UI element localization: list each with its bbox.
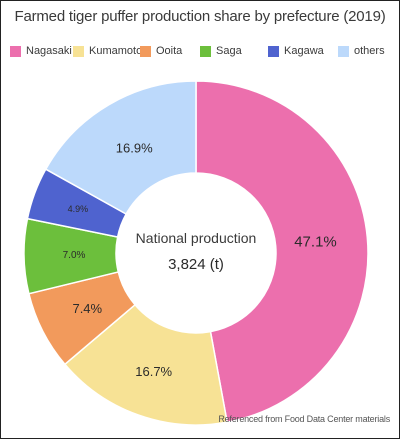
- slice-nagasaki: [195, 80, 369, 424]
- chart-title: Farmed tiger puffer production share by …: [14, 8, 386, 25]
- legend-label: Kagawa: [284, 45, 324, 57]
- data-label-others: 16.9%: [116, 140, 153, 155]
- legend-swatch: [73, 45, 84, 57]
- legend-item-nagasaki: Nagasaki: [10, 44, 72, 58]
- data-label-kumamoto: 16.7%: [135, 364, 172, 379]
- data-label-kagawa: 4.9%: [68, 204, 89, 214]
- legend-label: Ooita: [156, 45, 183, 57]
- legend-swatch: [268, 45, 279, 57]
- legend-label: Kumamoto: [89, 45, 143, 57]
- data-label-nagasaki: 47.1%: [294, 234, 337, 251]
- legend-item-kumamoto: Kumamoto: [73, 44, 142, 58]
- legend-item-others: others: [338, 44, 385, 58]
- center-label: National production: [136, 230, 257, 246]
- legend-item-ooita: Ooita: [140, 44, 182, 58]
- legend-item-kagawa: Kagawa: [268, 44, 324, 58]
- legend-label: Nagasaki: [26, 45, 72, 57]
- slice-kumamoto: [63, 303, 229, 426]
- data-label-saga: 7.0%: [63, 250, 86, 261]
- legend-swatch: [200, 45, 211, 57]
- legend-swatch: [10, 45, 21, 57]
- slice-others: [44, 80, 197, 216]
- center-value: 3,824 (t): [168, 256, 224, 273]
- source-note: Referenced from Food Data Center materia…: [218, 414, 390, 424]
- legend-item-saga: Saga: [200, 44, 242, 58]
- legend-swatch: [338, 45, 349, 57]
- legend-swatch: [140, 45, 151, 57]
- legend-label: Saga: [216, 45, 242, 57]
- legend-label: others: [354, 45, 385, 57]
- data-label-ooita: 7.4%: [72, 301, 102, 316]
